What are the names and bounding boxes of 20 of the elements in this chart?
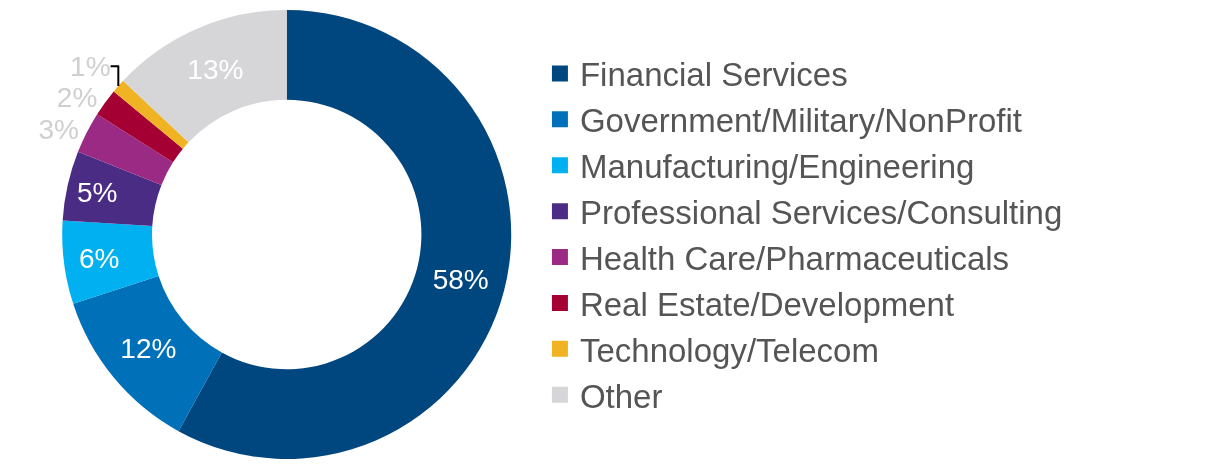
data-label: 12%: [120, 333, 177, 365]
legend-label: Financial Services: [579, 56, 848, 94]
legend-label: Professional Services/Consulting: [579, 194, 1063, 232]
donut-slice: [62, 151, 162, 227]
donut-slice: [97, 91, 183, 163]
legend-label: Health Care/Pharmaceuticals: [579, 239, 1010, 277]
donut-slice: [178, 10, 511, 459]
legend-label: Other: [579, 377, 663, 415]
donut-slice: [62, 220, 159, 304]
donut-slice: [77, 114, 173, 185]
donut-slice: [113, 80, 189, 149]
data-label: 58%: [432, 263, 489, 295]
data-label: 5%: [77, 176, 118, 208]
data-label: 6%: [78, 242, 120, 274]
donut-slice: [73, 276, 222, 432]
legend-label: Technology/Telecom: [579, 331, 879, 369]
legend-label: Real Estate/Development: [579, 285, 955, 323]
legend-label: Manufacturing/Engineering: [579, 148, 975, 186]
donut-slice: [123, 10, 287, 143]
legend-label: Government/Military/NonProfit: [579, 102, 1022, 140]
